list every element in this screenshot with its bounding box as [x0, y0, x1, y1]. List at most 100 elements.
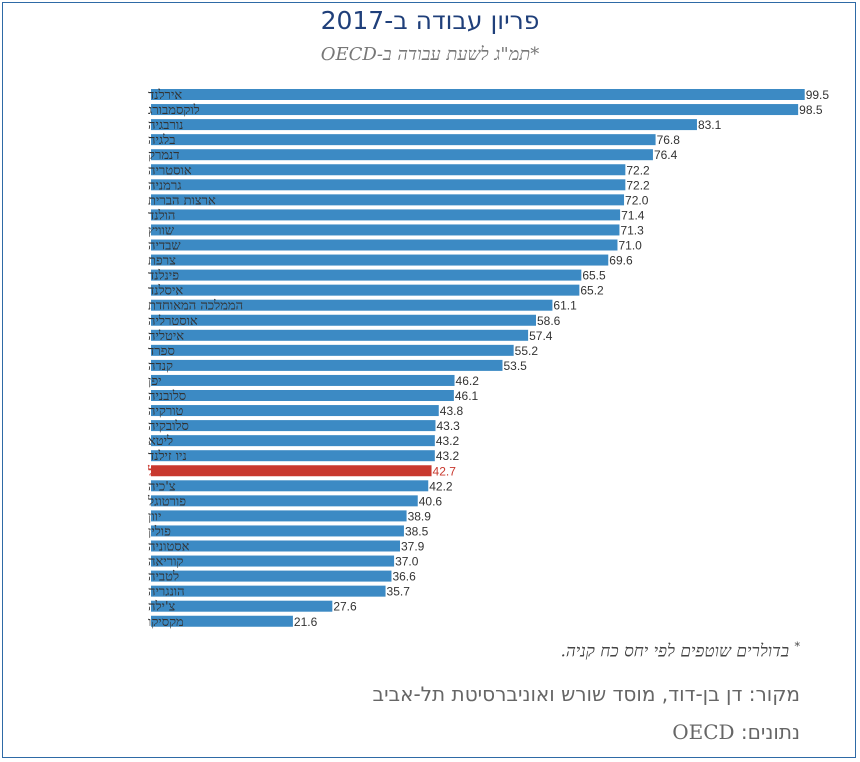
value-label: 42.7 [433, 464, 457, 478]
category-label: קנדה [148, 359, 173, 374]
bar [151, 435, 435, 447]
bar [151, 585, 386, 597]
bar [151, 89, 805, 100]
bar [151, 299, 553, 311]
value-label: 99.5 [806, 88, 830, 102]
chart-subtitle: *תמ"ג לשעת עבודה ב-OECD [320, 44, 540, 65]
value-label: 71.4 [621, 208, 645, 222]
value-label: 43.2 [436, 434, 460, 448]
value-label: 65.2 [580, 284, 604, 298]
bar [151, 525, 404, 537]
value-label: 71.0 [618, 239, 642, 253]
category-label: ספרד [148, 344, 175, 359]
category-label: פולין [148, 524, 171, 539]
value-label: 43.3 [436, 419, 460, 433]
category-label: איסלנד [148, 284, 183, 299]
footnote: * בדולרים שוטפים לפי יחס כח קניה. [560, 640, 800, 662]
bar [151, 510, 407, 522]
value-label: 42.2 [429, 479, 453, 493]
value-label: 37.0 [395, 555, 419, 569]
category-label: הונגריה [148, 585, 185, 600]
chart-title: פריון עבודה ב-2017 [320, 6, 540, 35]
value-label: 72.2 [626, 178, 650, 192]
value-label: 69.6 [609, 254, 633, 268]
bar [151, 104, 799, 116]
category-label: לוקסמבורג [148, 103, 200, 118]
category-label: גרמניה [148, 178, 182, 193]
bar [151, 540, 401, 552]
value-label: 36.6 [392, 570, 416, 584]
value-label: 46.2 [456, 374, 480, 388]
bar [151, 495, 418, 507]
value-label: 71.3 [620, 223, 644, 237]
category-label: שוויץ [148, 223, 175, 238]
value-label: 37.9 [401, 540, 425, 554]
category-label: אוסטריה [148, 163, 192, 178]
bar [151, 254, 609, 266]
bar [151, 149, 653, 161]
bar [151, 269, 582, 281]
category-label: קוריאה [148, 555, 183, 570]
category-label: טורקיה [148, 404, 184, 419]
value-label: 65.5 [582, 269, 606, 283]
value-label: 46.1 [455, 389, 479, 403]
bar [151, 224, 620, 236]
bar [151, 555, 395, 567]
category-label: נורבגיה [148, 118, 183, 133]
source-credit: מקור: דן בן-דוד, מוסד שורש ואוניברסיטת ת… [372, 682, 801, 706]
category-label: איטליה [148, 329, 184, 344]
category-label: ישראל [147, 464, 181, 479]
category-label: אסטוניה [148, 540, 190, 555]
bar [151, 615, 293, 627]
category-label: ליטא [148, 434, 173, 449]
category-label: פינלנד [148, 269, 179, 284]
value-label: 57.4 [529, 329, 553, 343]
bar [151, 480, 429, 492]
data-source-line: נתונים: OECD [672, 720, 800, 744]
value-label: 38.5 [405, 524, 429, 538]
value-label: 76.4 [654, 148, 678, 162]
bar [151, 239, 618, 251]
value-label: 43.8 [440, 404, 464, 418]
bar [151, 420, 436, 432]
category-label: לטביה [148, 570, 179, 585]
bar-chart: אירלנד 99.5 לוקסמבורג 98.5 נורבגיה 83.1 בלגיה 7… [147, 88, 830, 630]
bar [151, 119, 697, 131]
bar [151, 465, 432, 477]
value-label: 38.9 [408, 509, 432, 523]
data-source-label: נתונים: [740, 720, 800, 744]
category-label: צ'כיה [148, 479, 176, 494]
category-label: צרפת [148, 254, 176, 269]
value-label: 72.2 [626, 163, 650, 177]
category-label: הולנד [148, 208, 175, 223]
bar [151, 450, 435, 462]
value-label: 58.6 [537, 314, 561, 328]
bar [151, 194, 625, 206]
category-label: אוסטרליה [148, 314, 198, 329]
bar [151, 374, 455, 386]
bar [151, 600, 333, 612]
value-label: 21.6 [294, 615, 318, 629]
bar [151, 314, 537, 326]
category-label: פורטוגל [147, 494, 186, 509]
value-label: 40.6 [419, 494, 443, 508]
value-label: 43.2 [436, 449, 460, 463]
bar [151, 390, 454, 401]
bar [151, 209, 621, 221]
bar [151, 405, 439, 417]
value-label: 61.1 [553, 299, 577, 313]
bar [151, 344, 514, 356]
value-label: 55.2 [515, 344, 539, 358]
value-label: 76.8 [657, 133, 681, 147]
bar [151, 134, 656, 146]
category-label: אירלנד [148, 88, 182, 103]
value-label: 98.5 [799, 103, 823, 117]
category-label: דנמרק [148, 148, 180, 163]
footnote-text: בדולרים שוטפים לפי יחס כח קניה. [560, 641, 790, 662]
category-label: סלובניה [148, 389, 186, 404]
category-label: מקסיקו [148, 615, 184, 630]
category-label: יפן [148, 374, 162, 389]
value-label: 27.6 [333, 600, 357, 614]
bar [151, 570, 392, 582]
